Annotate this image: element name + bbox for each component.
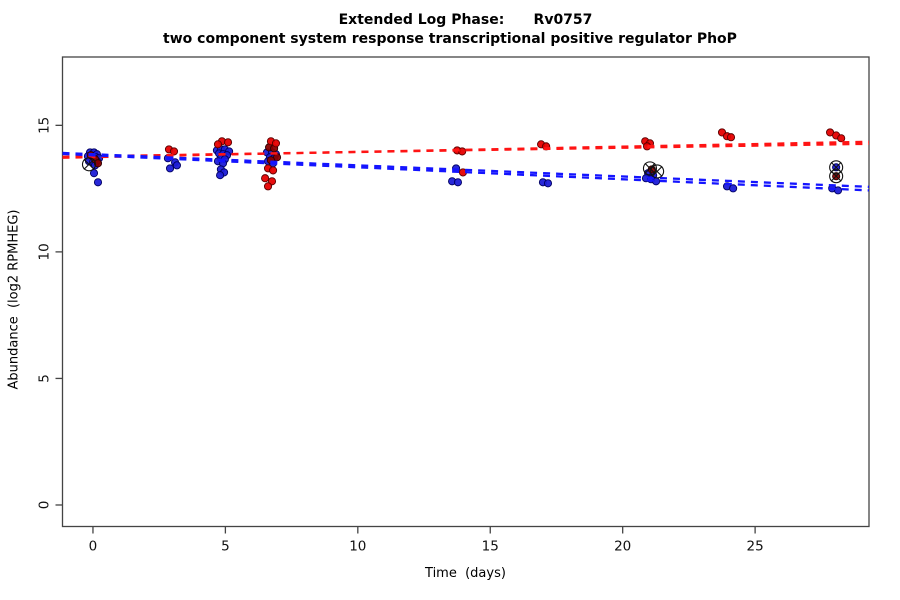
dark-red-data-point <box>93 159 103 168</box>
y-tick-label: 15 <box>37 117 53 134</box>
x-tick-label: 5 <box>221 539 230 555</box>
flagged-point-marker <box>81 157 97 172</box>
x-tick-label: 0 <box>89 539 98 555</box>
blue-data-point <box>93 178 103 187</box>
blue-data-point <box>165 164 175 173</box>
x-axis-label: Time (days) <box>425 566 506 581</box>
y-tick-label: 0 <box>37 501 53 510</box>
chart-title: Extended Log Phase: Rv0757 <box>338 12 593 28</box>
red-data-point <box>271 139 281 148</box>
x-tick-label: 10 <box>349 539 366 555</box>
blue-data-point <box>453 178 462 187</box>
red-data-point <box>169 147 179 156</box>
y-tick-label: 10 <box>37 243 53 260</box>
red-data-point <box>269 166 278 175</box>
y-axis-label: Abundance (log2 RPMHEG) <box>6 209 22 390</box>
red-fit-b-line <box>62 140 870 159</box>
blue-data-point <box>833 186 843 195</box>
blue-data-point <box>172 161 181 170</box>
red-data-point <box>726 133 736 142</box>
blue-fit-a-line <box>62 151 870 188</box>
flagged-point-marker <box>829 169 844 184</box>
x-tick-label: 15 <box>482 539 499 555</box>
flagged-point-marker <box>650 164 665 179</box>
flagged-point-cross <box>651 165 663 177</box>
x-tick-label: 20 <box>614 539 631 555</box>
blue-data-point <box>729 184 738 193</box>
blue-data-point <box>543 179 553 188</box>
red-data-point <box>223 138 233 147</box>
red-data-point <box>263 182 273 191</box>
red-data-point <box>261 174 270 183</box>
plot-box <box>61 56 870 528</box>
blue-data-point <box>89 169 99 178</box>
red-data-point <box>837 134 846 143</box>
blue-data-point <box>216 171 225 180</box>
flagged-point-marker <box>642 161 658 176</box>
flagged-point-marker <box>829 160 844 175</box>
chart-subtitle: two component system response transcript… <box>163 31 737 47</box>
blue-fit-b-line <box>62 152 870 192</box>
flagged-point-cross <box>644 162 656 174</box>
red-data-point <box>458 147 467 156</box>
flagged-point-cross <box>83 158 95 170</box>
x-tick-label: 25 <box>747 539 764 555</box>
y-tick-label: 5 <box>37 374 53 383</box>
flagged-point-cross <box>830 170 842 182</box>
red-data-point <box>213 140 223 149</box>
